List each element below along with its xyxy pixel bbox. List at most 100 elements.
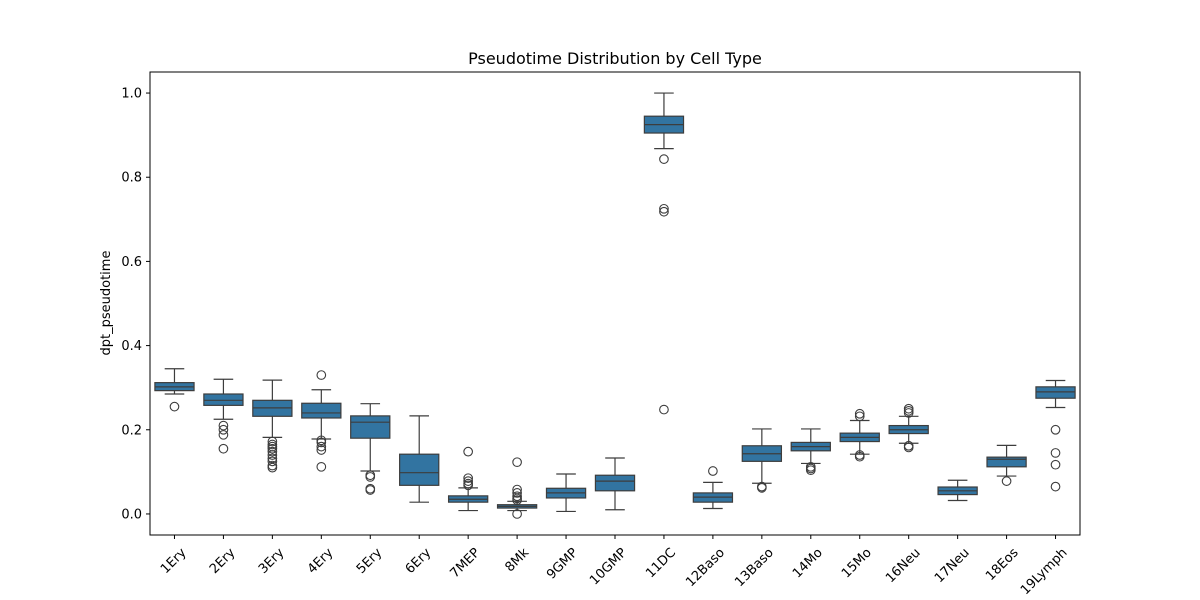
x-tick-label: 5Ery	[354, 545, 386, 577]
x-tick-label: 11DC	[643, 545, 679, 581]
x-tick-label: 2Ery	[207, 545, 239, 577]
box-5Ery	[350, 403, 391, 495]
outlier-point	[512, 509, 522, 519]
x-tick-label: 17Neu	[932, 545, 973, 586]
box-7MEP	[447, 446, 489, 512]
y-tick-label: 0.8	[121, 171, 142, 186]
box-body	[301, 402, 342, 419]
box-3Ery	[252, 379, 293, 473]
outlier-point	[316, 445, 327, 455]
x-tick-label: 1Ery	[158, 545, 190, 577]
outlier-point	[854, 411, 865, 422]
outlier-point	[1050, 448, 1061, 458]
outlier-point	[267, 456, 278, 467]
outlier-point	[365, 485, 376, 495]
outlier-point	[267, 450, 278, 460]
x-tick-label: 19Lymph	[1018, 545, 1071, 598]
outlier-point	[267, 441, 278, 452]
outlier-point	[365, 472, 376, 482]
plot-frame	[149, 71, 1081, 536]
box-body	[350, 415, 391, 439]
outlier-point	[1050, 424, 1061, 435]
x-tick-label: 16Neu	[883, 545, 924, 586]
outlier-point	[512, 488, 522, 498]
x-tick-label: 4Ery	[305, 545, 337, 577]
outlier-point	[854, 451, 865, 462]
box-9GMP	[545, 473, 587, 513]
outlier-point	[218, 420, 229, 431]
x-tick-label: 10GMP	[587, 545, 630, 588]
outlier-point	[1050, 459, 1061, 470]
outlier-point	[512, 457, 522, 468]
outlier-point	[659, 404, 669, 415]
chart-title: Pseudotime Distribution by Cell Type	[468, 49, 762, 68]
x-tick-label: 12Baso	[683, 545, 728, 590]
outlier-point	[854, 408, 865, 419]
box-1Ery	[154, 368, 195, 412]
outlier-point	[463, 473, 474, 484]
outlier-point	[463, 476, 474, 486]
box-15Mo	[839, 408, 880, 462]
outlier-point	[267, 436, 278, 447]
box-body	[594, 474, 636, 492]
outlier-point	[512, 495, 522, 505]
box-body	[203, 393, 244, 406]
outlier-point	[316, 461, 327, 472]
outlier-point	[267, 446, 278, 457]
outlier-point	[756, 483, 767, 493]
outlier-point	[805, 465, 816, 476]
y-tick-label: 0.4	[121, 339, 142, 354]
y-tick-label: 1.0	[121, 87, 142, 102]
box-8Mk	[496, 457, 538, 519]
outlier-point	[903, 405, 914, 416]
box-19Lymph	[1035, 379, 1076, 492]
x-tick-label: 7MEP	[447, 545, 483, 581]
box-16Neu	[888, 403, 929, 453]
box-14Mo	[790, 428, 831, 476]
y-axis-label: dpt_pseudotime	[99, 251, 114, 356]
x-tick-label: 9GMP	[544, 545, 581, 582]
y-tick-label: 0.0	[121, 507, 142, 522]
outlier-point	[463, 446, 474, 457]
outlier-point	[659, 206, 669, 217]
outlier-point	[903, 442, 914, 453]
outlier-point	[267, 462, 278, 473]
outlier-point	[659, 154, 669, 164]
outlier-point	[316, 441, 327, 452]
outlier-point	[169, 401, 180, 412]
box-18Eos	[986, 444, 1027, 486]
outlier-point	[1050, 481, 1061, 492]
outlier-point	[903, 408, 914, 418]
box-13Baso	[741, 428, 783, 493]
outlier-point	[316, 437, 327, 448]
x-tick-label: 3Ery	[256, 545, 288, 577]
y-axis: 0.0 0.2 0.4 0.6 0.8 1.0	[121, 87, 150, 522]
outlier-point	[463, 480, 474, 491]
outlier-point	[267, 453, 278, 464]
outlier-point	[218, 443, 229, 454]
outlier-point	[1001, 476, 1012, 486]
box-body	[1035, 386, 1076, 399]
plot-area	[154, 92, 1076, 519]
outlier-point	[218, 424, 229, 435]
box-10GMP	[594, 457, 636, 511]
x-tick-label: 18Eos	[983, 545, 1022, 584]
box-11DC	[643, 92, 685, 415]
x-axis: 1Ery 2Ery 3Ery 4Ery 5Ery 6Ery 7MEP 8Mk 9GMP 10GMP…	[158, 535, 1071, 598]
outlier-point	[218, 429, 229, 440]
x-tick-label: 6Ery	[403, 545, 435, 577]
x-tick-label: 8Mk	[502, 545, 532, 575]
outlier-point	[708, 466, 718, 476]
x-tick-label: 15Mo	[839, 545, 875, 581]
box-body	[986, 456, 1027, 468]
y-tick-label: 0.2	[121, 423, 142, 438]
box-2Ery	[203, 378, 244, 454]
x-tick-label: 13Baso	[732, 545, 777, 590]
box-body	[399, 453, 440, 486]
outlier-point	[659, 203, 669, 214]
x-tick-label: 14Mo	[790, 545, 826, 581]
box-4Ery	[301, 370, 342, 472]
box-17Neu	[937, 479, 978, 502]
box-6Ery	[399, 415, 440, 503]
